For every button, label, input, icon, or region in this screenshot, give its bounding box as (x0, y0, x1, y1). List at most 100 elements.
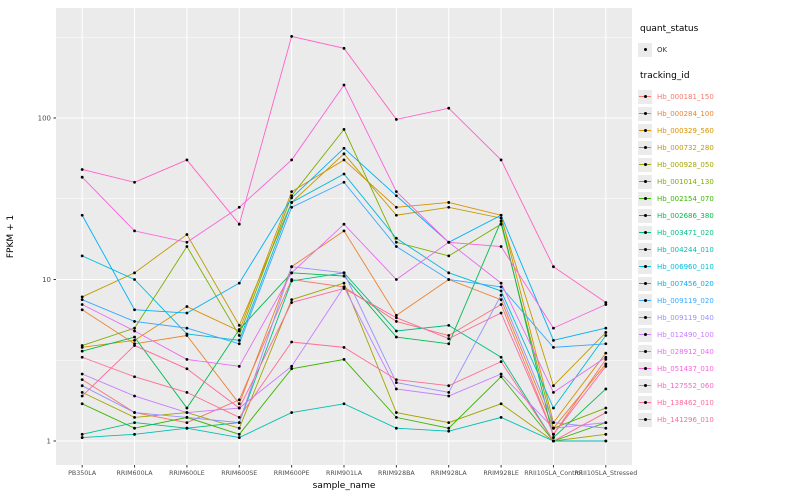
data-point (394, 329, 398, 333)
data-point (80, 390, 84, 394)
legend-label: Hb_000284_100 (657, 109, 714, 118)
x-axis-title: sample_name (313, 481, 376, 491)
data-point (290, 35, 294, 38)
point-icon (643, 418, 647, 421)
point-icon (643, 214, 647, 217)
data-point (447, 394, 451, 398)
legend-item-Hb_012490_100: Hb_012490_100 (638, 326, 800, 343)
data-point (499, 360, 503, 364)
data-point (80, 378, 84, 381)
data-point (394, 278, 398, 281)
data-point (394, 205, 398, 209)
data-point (604, 331, 608, 334)
data-point (290, 411, 294, 414)
legend-item-Hb_002154_070: Hb_002154_070 (638, 190, 800, 207)
data-point (394, 313, 398, 317)
data-point (237, 398, 241, 402)
legend-item-Hb_006960_010: Hb_006960_010 (638, 258, 800, 275)
legend-key (638, 242, 652, 257)
point-icon (643, 146, 647, 149)
data-point (133, 416, 136, 419)
data-point (394, 190, 398, 194)
legend-label: Hb_141296_010 (657, 415, 714, 424)
legend-item-Hb_000284_100: Hb_000284_100 (638, 105, 800, 122)
point-icon (643, 163, 647, 166)
point-icon (643, 112, 647, 115)
data-point (290, 205, 294, 209)
data-point (604, 326, 608, 330)
data-point (499, 402, 503, 406)
data-point (290, 158, 294, 162)
data-point (604, 387, 608, 391)
legend-item-Hb_002686_380: Hb_002686_380 (638, 207, 800, 224)
legend-label: Hb_006960_010 (657, 262, 714, 271)
data-point (290, 271, 294, 275)
data-point (394, 118, 398, 121)
data-point (133, 421, 136, 424)
data-point (342, 127, 346, 131)
point-icon (643, 180, 647, 183)
data-point (133, 271, 136, 275)
legend: quant_status OK tracking_id Hb_000181_15… (638, 0, 800, 500)
data-point (290, 196, 294, 200)
legend-key (638, 310, 652, 325)
data-point (133, 426, 136, 430)
legend-label: Hb_004244_010 (657, 245, 714, 254)
legend-label: Hb_007456_020 (657, 279, 714, 288)
point-icon (643, 129, 647, 132)
data-point (133, 229, 136, 233)
legend-key (638, 361, 652, 376)
legend-title-tracking-id: tracking_id (640, 71, 690, 81)
data-point (499, 213, 503, 217)
data-point (394, 335, 398, 339)
legend-key (638, 395, 652, 410)
data-point (394, 411, 398, 414)
legend-item-Hb_127552_060: Hb_127552_060 (638, 377, 800, 394)
legend-label: Hb_012490_100 (657, 330, 714, 339)
y-tick-label: 1 (47, 438, 51, 446)
data-point (552, 406, 555, 410)
data-point (447, 240, 451, 244)
data-point (237, 338, 241, 342)
data-point (552, 439, 555, 443)
x-tick-label: RRII105LA_Stressed (574, 470, 637, 477)
data-point (342, 229, 346, 233)
data-point (133, 320, 136, 323)
legend-label: Hb_001014_130 (657, 177, 714, 186)
legend-item-list: Hb_000181_150 Hb_000284_100 Hb_000329_560 H… (638, 88, 800, 428)
data-point (394, 240, 398, 244)
legend-item-Hb_003471_020: Hb_003471_020 (638, 224, 800, 241)
legend-label: Hb_138462_010 (657, 398, 714, 407)
legend-label: Hb_000928_050 (657, 160, 714, 169)
data-point (237, 281, 241, 285)
data-point (290, 194, 294, 198)
legend-item-ok: OK (638, 41, 800, 58)
legend-item-Hb_141296_010: Hb_141296_010 (638, 411, 800, 428)
legend-key (638, 412, 652, 427)
data-point (604, 342, 608, 346)
legend-item-Hb_051437_010: Hb_051437_010 (638, 360, 800, 377)
data-point (552, 436, 555, 439)
data-point (342, 281, 346, 285)
data-point (237, 328, 241, 331)
data-point (499, 372, 503, 376)
data-point (499, 219, 503, 223)
data-point (237, 436, 241, 439)
legend-key (638, 174, 652, 189)
x-tick-label: PB350LA (68, 470, 97, 477)
data-point (394, 316, 398, 320)
data-point (447, 278, 451, 281)
data-point (447, 337, 451, 341)
legend-key (638, 327, 652, 342)
data-point (185, 305, 189, 308)
data-point (342, 180, 346, 184)
data-point (80, 402, 84, 406)
data-point (394, 194, 398, 198)
data-point (604, 411, 608, 414)
data-point (552, 265, 555, 269)
data-point (342, 402, 346, 406)
data-point (604, 406, 608, 410)
data-point (133, 326, 136, 330)
data-point (499, 158, 503, 162)
data-point (604, 426, 608, 430)
